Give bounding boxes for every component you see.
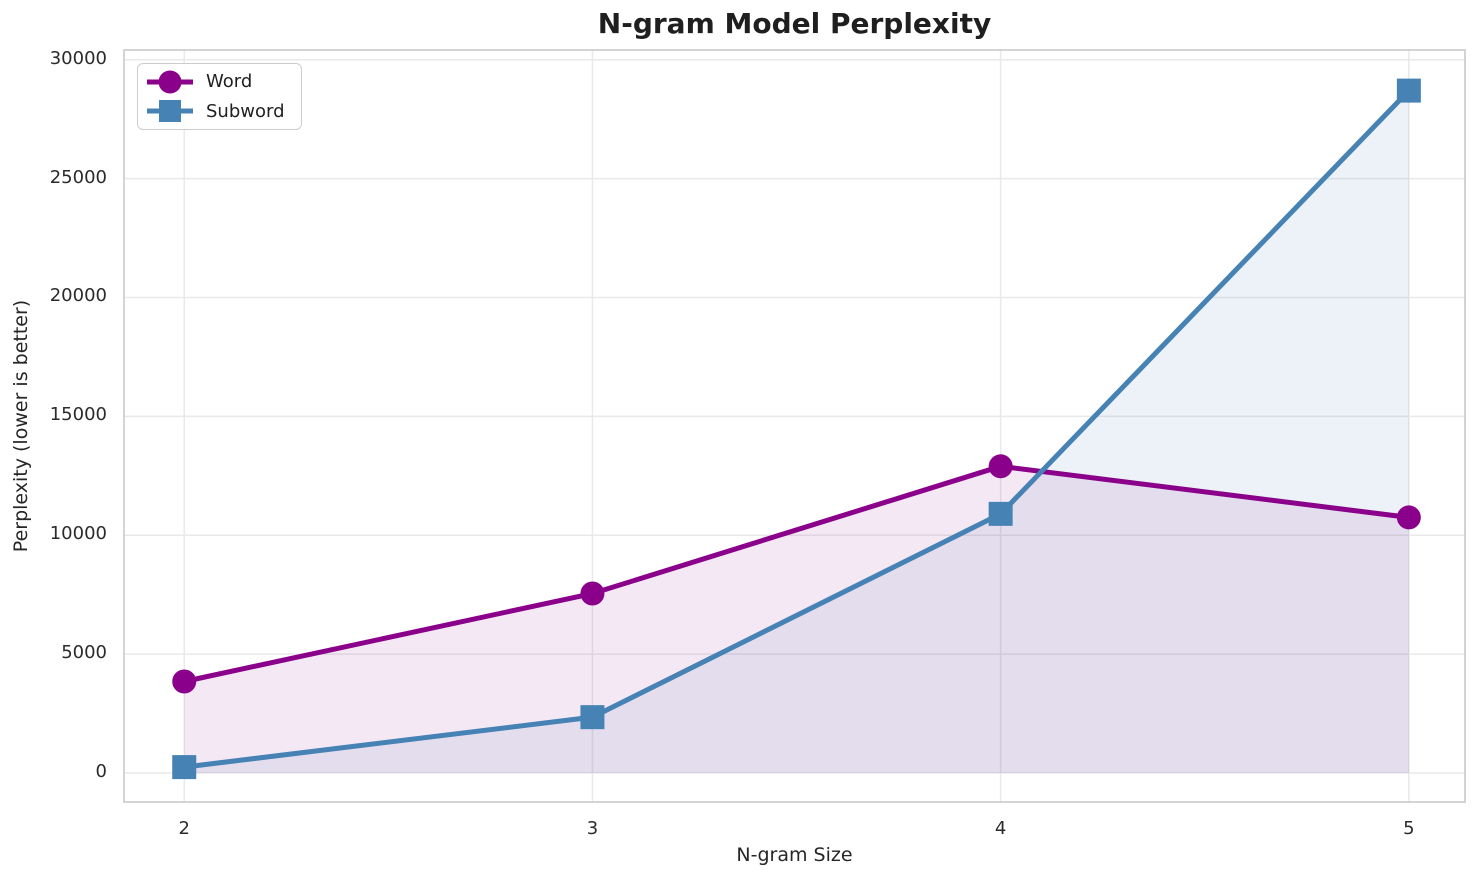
x-tick-label: 2: [178, 818, 190, 839]
x-tick-label: 4: [994, 818, 1007, 839]
y-tick-label: 15000: [49, 404, 107, 426]
y-tick-label: 0: [95, 761, 107, 783]
word-series-line: [181, 463, 1412, 684]
subword-data-point: [1396, 78, 1421, 103]
x-axis-label: N-gram Size: [736, 844, 853, 866]
legend-label-word: Word: [206, 71, 253, 93]
subword-area-fill: [184, 90, 1409, 774]
legend: Word Subword: [137, 63, 302, 130]
legend-label-subword: Subword: [206, 100, 285, 122]
subword-data-point: [172, 755, 197, 780]
subword-data-point: [988, 501, 1013, 526]
subword-series-line: [181, 88, 1412, 770]
word-data-point: [580, 581, 605, 606]
x-tick-label: 3: [586, 818, 599, 839]
y-tick-label: 10000: [49, 523, 107, 545]
chart-title: N-gram Model Perplexity: [597, 7, 992, 40]
word-data-point: [172, 669, 197, 694]
y-axis-label: Perplexity (lower is better): [10, 299, 32, 553]
legend-item-subword: Subword: [146, 97, 291, 126]
word-series-marker-icon: [147, 70, 193, 94]
subword-data-point: [580, 705, 605, 730]
legend-item-word: Word: [146, 67, 291, 96]
y-tick-label: 30000: [49, 47, 107, 69]
x-tick-label: 5: [1403, 818, 1415, 839]
plot-area: [123, 49, 1466, 803]
y-tick-label: 5000: [61, 642, 107, 664]
word-data-point: [1396, 505, 1421, 530]
y-tick-label: 20000: [49, 285, 107, 307]
subword-series-marker-icon: [147, 100, 193, 123]
y-tick-label: 25000: [49, 166, 107, 188]
word-area-fill: [184, 466, 1409, 774]
word-data-point: [988, 454, 1013, 479]
axes-border: [123, 49, 1466, 803]
